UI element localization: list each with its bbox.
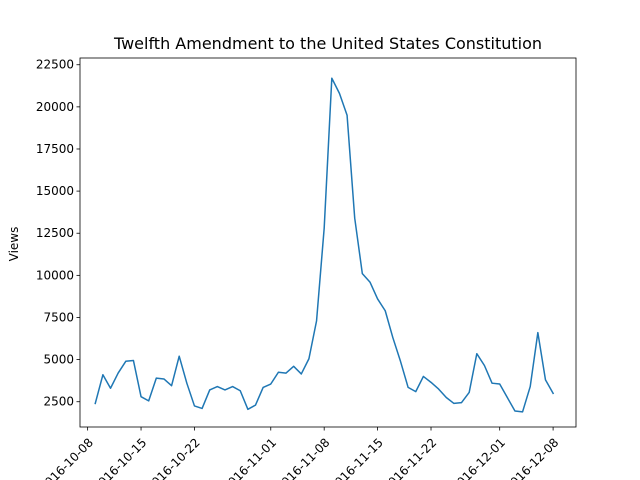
data-point [163, 378, 165, 380]
data-point [209, 389, 211, 391]
data-point [346, 114, 348, 116]
data-point [544, 379, 546, 381]
data-point [514, 410, 516, 412]
data-point [506, 397, 508, 399]
data-point [186, 382, 188, 384]
data-point [247, 408, 249, 410]
data-point [132, 359, 134, 361]
data-point [193, 405, 195, 407]
y-tick-label: 7500 [43, 310, 74, 324]
data-point [491, 382, 493, 384]
data-point [293, 365, 295, 367]
series-layer [94, 77, 555, 413]
data-point [430, 381, 432, 383]
data-point [216, 386, 218, 388]
y-tick-label: 12500 [36, 226, 74, 240]
data-point [102, 374, 104, 376]
data-point [308, 358, 310, 360]
data-point [94, 402, 96, 404]
y-tick-label: 15000 [36, 184, 74, 198]
plot-area-frame [79, 57, 577, 428]
data-point [399, 360, 401, 362]
data-point [323, 227, 325, 229]
data-point [384, 310, 386, 312]
data-point [369, 281, 371, 283]
data-point [155, 377, 157, 379]
data-point [377, 298, 379, 300]
data-point [537, 332, 539, 334]
data-point [148, 400, 150, 402]
data-point [552, 392, 554, 394]
y-tick-label: 22500 [36, 58, 74, 72]
y-tick-label: 10000 [36, 268, 74, 282]
data-point [338, 92, 340, 94]
data-point [331, 77, 333, 79]
data-point [529, 386, 531, 388]
data-point [361, 273, 363, 275]
data-point [354, 217, 356, 219]
data-point [476, 353, 478, 355]
y-axis-ticks: 2500 5000 7500 10000 12500 15000 17500 20000 225… [36, 58, 80, 409]
y-axis-label: Views [7, 227, 21, 262]
data-point [438, 388, 440, 390]
data-point [117, 372, 119, 374]
data-point [262, 386, 264, 388]
data-point [445, 397, 447, 399]
data-point [407, 386, 409, 388]
data-point [316, 320, 318, 322]
data-point [392, 337, 394, 339]
y-tick-label: 5000 [43, 353, 74, 367]
data-point [422, 375, 424, 377]
data-point [415, 391, 417, 393]
data-point [255, 404, 257, 406]
data-point [171, 385, 173, 387]
data-point [178, 355, 180, 357]
data-point [300, 373, 302, 375]
data-point [522, 411, 524, 413]
y-tick-label: 20000 [36, 100, 74, 114]
data-point [285, 372, 287, 374]
data-point [468, 391, 470, 393]
data-point [201, 407, 203, 409]
data-point [125, 360, 127, 362]
data-point [239, 390, 241, 392]
data-point [453, 402, 455, 404]
y-tick-label: 2500 [43, 395, 74, 409]
data-point [224, 389, 226, 391]
data-point [140, 396, 142, 398]
data-point [277, 371, 279, 373]
data-point [461, 402, 463, 404]
y-tick-label: 17500 [36, 142, 74, 156]
data-point [483, 365, 485, 366]
data-point [499, 383, 501, 385]
data-point [270, 383, 272, 385]
data-point [232, 386, 234, 388]
data-point [110, 387, 112, 389]
chart-title: Twelfth Amendment to the United States C… [113, 34, 542, 53]
